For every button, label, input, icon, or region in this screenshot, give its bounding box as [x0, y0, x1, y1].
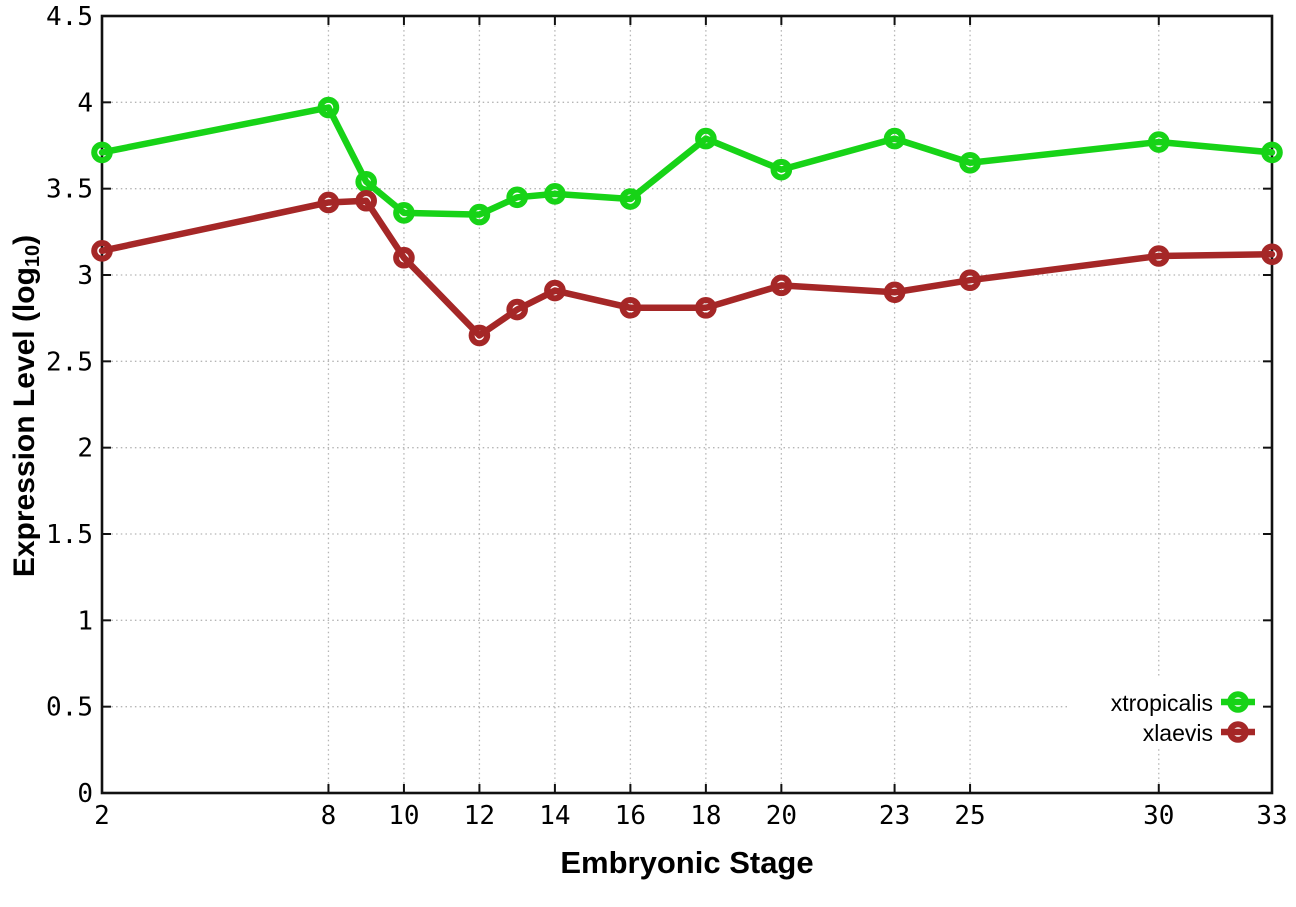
data-point-xtropicalis — [317, 96, 340, 119]
data-point-xtropicalis — [506, 186, 528, 209]
data-point-xtropicalis — [959, 151, 981, 174]
data-point-xlaevis — [544, 279, 566, 302]
y-tick-label: 3 — [77, 261, 93, 291]
x-tick-label: 20 — [766, 801, 797, 831]
x-tick-label: 14 — [539, 801, 570, 831]
data-point-xtropicalis — [1261, 141, 1283, 164]
x-tick-label: 25 — [954, 801, 985, 831]
data-point-xtropicalis — [770, 158, 793, 181]
x-tick-label: 23 — [879, 801, 910, 831]
x-tick-label: 2 — [94, 801, 110, 831]
data-point-xlaevis — [355, 189, 377, 212]
x-tick-label: 8 — [321, 801, 337, 831]
data-point-xtropicalis — [393, 202, 415, 224]
x-axis-label: Embryonic Stage — [560, 845, 814, 880]
data-point-xlaevis — [695, 297, 717, 319]
data-point-xtropicalis — [468, 203, 491, 226]
series-line-xtropicalis — [98, 104, 1276, 218]
y-axis-label-text: Expression Level (log — [8, 267, 41, 578]
y-tick-label: 2.5 — [46, 347, 93, 377]
x-tick-label: 16 — [615, 801, 646, 831]
y-tick-label: 1.5 — [46, 520, 93, 550]
legend-marker-xtropicalis — [1227, 691, 1249, 713]
data-point-xlaevis — [883, 281, 906, 304]
data-point-xlaevis — [1261, 243, 1283, 266]
x-tick-label: 10 — [388, 801, 419, 831]
x-tick-label: 33 — [1256, 801, 1287, 831]
data-point-xlaevis — [770, 274, 793, 297]
y-tick-label: 3.5 — [46, 175, 93, 205]
data-point-xtropicalis — [544, 183, 566, 205]
x-tick-label: 12 — [464, 801, 495, 831]
data-point-xlaevis — [506, 298, 528, 321]
data-point-xtropicalis — [355, 170, 377, 193]
legend-label-xtropicalis: xtropicalis — [1111, 690, 1213, 716]
data-point-xtropicalis — [1147, 131, 1170, 153]
y-axis-label-suffix: ) — [8, 234, 41, 245]
series-line-xlaevis — [98, 197, 1276, 339]
plot-border — [100, 14, 1274, 795]
data-point-xlaevis — [468, 324, 491, 347]
data-point-xtropicalis — [619, 188, 642, 210]
data-point-xlaevis — [1147, 245, 1170, 267]
y-tick-label: 0.5 — [46, 693, 93, 723]
y-tick-label: 4.5 — [46, 2, 93, 32]
legend-marker-xlaevis — [1227, 721, 1249, 743]
data-point-xlaevis — [393, 246, 415, 269]
y-tick-label: 2 — [77, 434, 93, 464]
data-point-xtropicalis — [883, 127, 906, 150]
data-point-xlaevis — [619, 297, 642, 319]
data-point-xtropicalis — [91, 141, 113, 164]
data-point-xlaevis — [959, 269, 981, 291]
y-tick-label: 1 — [77, 606, 93, 636]
data-point-xlaevis — [91, 240, 113, 262]
y-tick-label: 4 — [77, 88, 93, 118]
x-tick-label: 18 — [690, 801, 721, 831]
y-axis-label: Expression Level (log10) — [8, 234, 44, 578]
y-axis-label-subscript: 10 — [22, 244, 44, 268]
data-point-xlaevis — [317, 191, 340, 214]
data-point-xtropicalis — [695, 127, 717, 150]
x-tick-label: 30 — [1143, 801, 1174, 831]
legend-label-xlaevis: xlaevis — [1143, 720, 1213, 746]
y-tick-label: 0 — [77, 779, 93, 809]
